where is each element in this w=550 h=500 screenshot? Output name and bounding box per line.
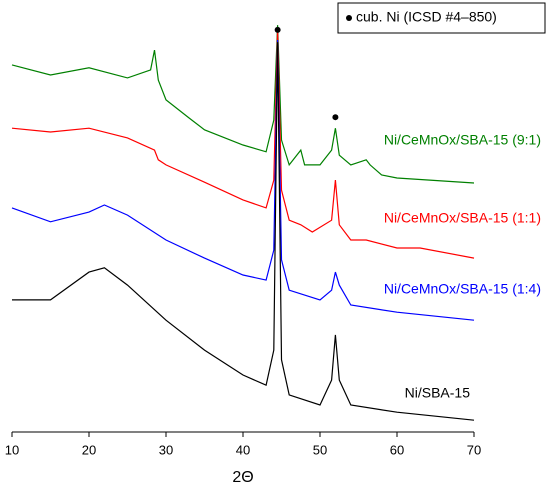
legend-label: cub. Ni (ICSD #4–850) xyxy=(356,9,497,25)
series-line xyxy=(11,25,475,184)
peak-marker xyxy=(274,26,281,33)
x-tick-label: 10 xyxy=(5,442,19,457)
x-tick-label: 50 xyxy=(313,442,327,457)
x-tick-label: 20 xyxy=(82,442,96,457)
x-tick-label: 30 xyxy=(159,442,173,457)
series-line xyxy=(12,42,475,421)
x-tick-label: 70 xyxy=(467,442,481,457)
x-tick-label: 40 xyxy=(236,442,250,457)
peak-marker xyxy=(332,114,339,121)
x-axis-label: 2Θ xyxy=(232,469,253,486)
x-tick-label: 60 xyxy=(390,442,404,457)
series-label: Ni/CeMnOx/SBA-15 (9:1) xyxy=(384,132,541,148)
series-label: Ni/CeMnOx/SBA-15 (1:1) xyxy=(384,210,541,226)
series-label: Ni/SBA-15 xyxy=(405,385,471,401)
legend-marker xyxy=(346,15,352,21)
series-line xyxy=(11,29,475,259)
series-line xyxy=(11,39,475,321)
legend-box xyxy=(337,2,546,34)
series-label: Ni/CeMnOx/SBA-15 (1:4) xyxy=(384,281,541,297)
